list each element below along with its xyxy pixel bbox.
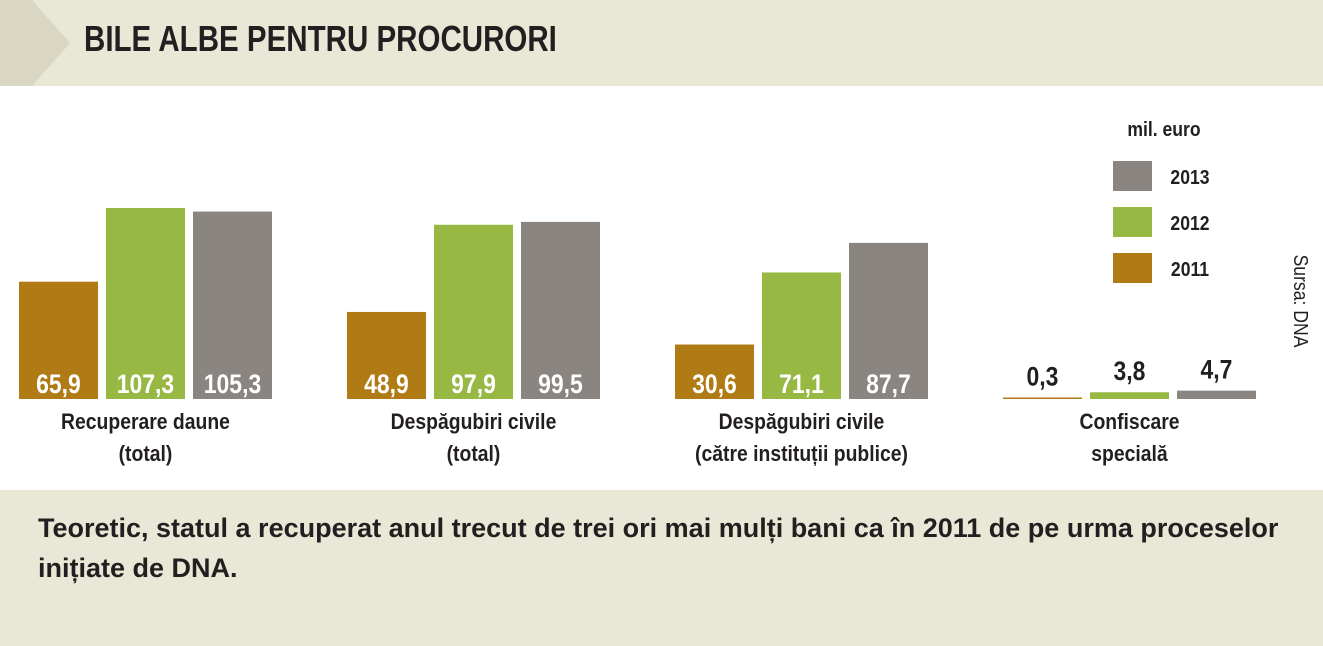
header-band: BILE ALBE PENTRU PROCURORI — [0, 0, 1323, 86]
bar-2013-0 — [193, 211, 272, 399]
header-arrow-icon — [0, 0, 70, 86]
bar-2011-1 — [347, 311, 426, 399]
category-label-3-0: Confiscare — [1079, 410, 1179, 434]
data-label-2011-0: 65,9 — [36, 369, 81, 399]
category-label-1-0: Despăgubiri civile — [391, 410, 557, 434]
data-label-2012-1: 97,9 — [451, 369, 496, 399]
category-label-0-1: (total) — [119, 442, 173, 466]
bar-2013-2 — [849, 242, 928, 399]
chart-panel: 65,9 48,9 30,6 0,3 107,3 97,9 71,1 3,8 105,3 99,5… — [0, 86, 1323, 490]
bar-2012-2 — [762, 272, 841, 399]
data-label-2012-2: 71,1 — [779, 369, 824, 399]
data-label-2012-0: 107,3 — [117, 369, 174, 399]
category-label-2-0: Despăgubiri civile — [719, 410, 885, 434]
data-label-2012-3: 3,8 — [1114, 357, 1146, 387]
bar-2011-2 — [675, 344, 754, 399]
bar-chart: 65,9 48,9 30,6 0,3 107,3 97,9 71,1 3,8 105,3 99,5… — [19, 118, 1312, 466]
legend-swatch-2013 — [1113, 161, 1152, 191]
category-label-2-1: (către instituții publice) — [695, 442, 908, 466]
bar-2013-1 — [521, 221, 600, 399]
category-label-1-1: (total) — [447, 442, 501, 466]
chart-caption: Teoretic, statul a recuperat anul trecut… — [38, 513, 1279, 583]
data-label-2013-2: 87,7 — [866, 369, 911, 399]
data-label-2011-1: 48,9 — [364, 369, 409, 399]
bar-2012-1 — [434, 224, 513, 399]
data-label-2011-2: 30,6 — [692, 369, 737, 399]
legend-label-2011: 2011 — [1171, 258, 1209, 280]
data-label-2013-1: 99,5 — [538, 369, 583, 399]
legend-label-2012: 2012 — [1170, 212, 1209, 234]
data-label-2011-3: 0,3 — [1027, 362, 1059, 392]
legend-label-2013: 2013 — [1170, 166, 1209, 188]
bar-2011-3 — [1003, 397, 1082, 399]
bar-2013-3 — [1177, 390, 1256, 399]
legend-swatch-2011 — [1113, 253, 1152, 283]
data-label-2013-3: 4,7 — [1201, 355, 1233, 385]
chart-title: BILE ALBE PENTRU PROCURORI — [84, 18, 557, 59]
category-label-3-1: specială — [1091, 442, 1168, 466]
legend-swatch-2012 — [1113, 207, 1152, 237]
source-note: Sursa: DNA — [1290, 255, 1312, 348]
legend-title: mil. euro — [1127, 118, 1200, 140]
bar-2012-0 — [106, 208, 185, 399]
bar-2011-0 — [19, 281, 98, 399]
category-label-0-0: Recuperare daune — [61, 410, 230, 434]
bar-2012-3 — [1090, 392, 1169, 399]
data-label-2013-0: 105,3 — [204, 369, 261, 399]
